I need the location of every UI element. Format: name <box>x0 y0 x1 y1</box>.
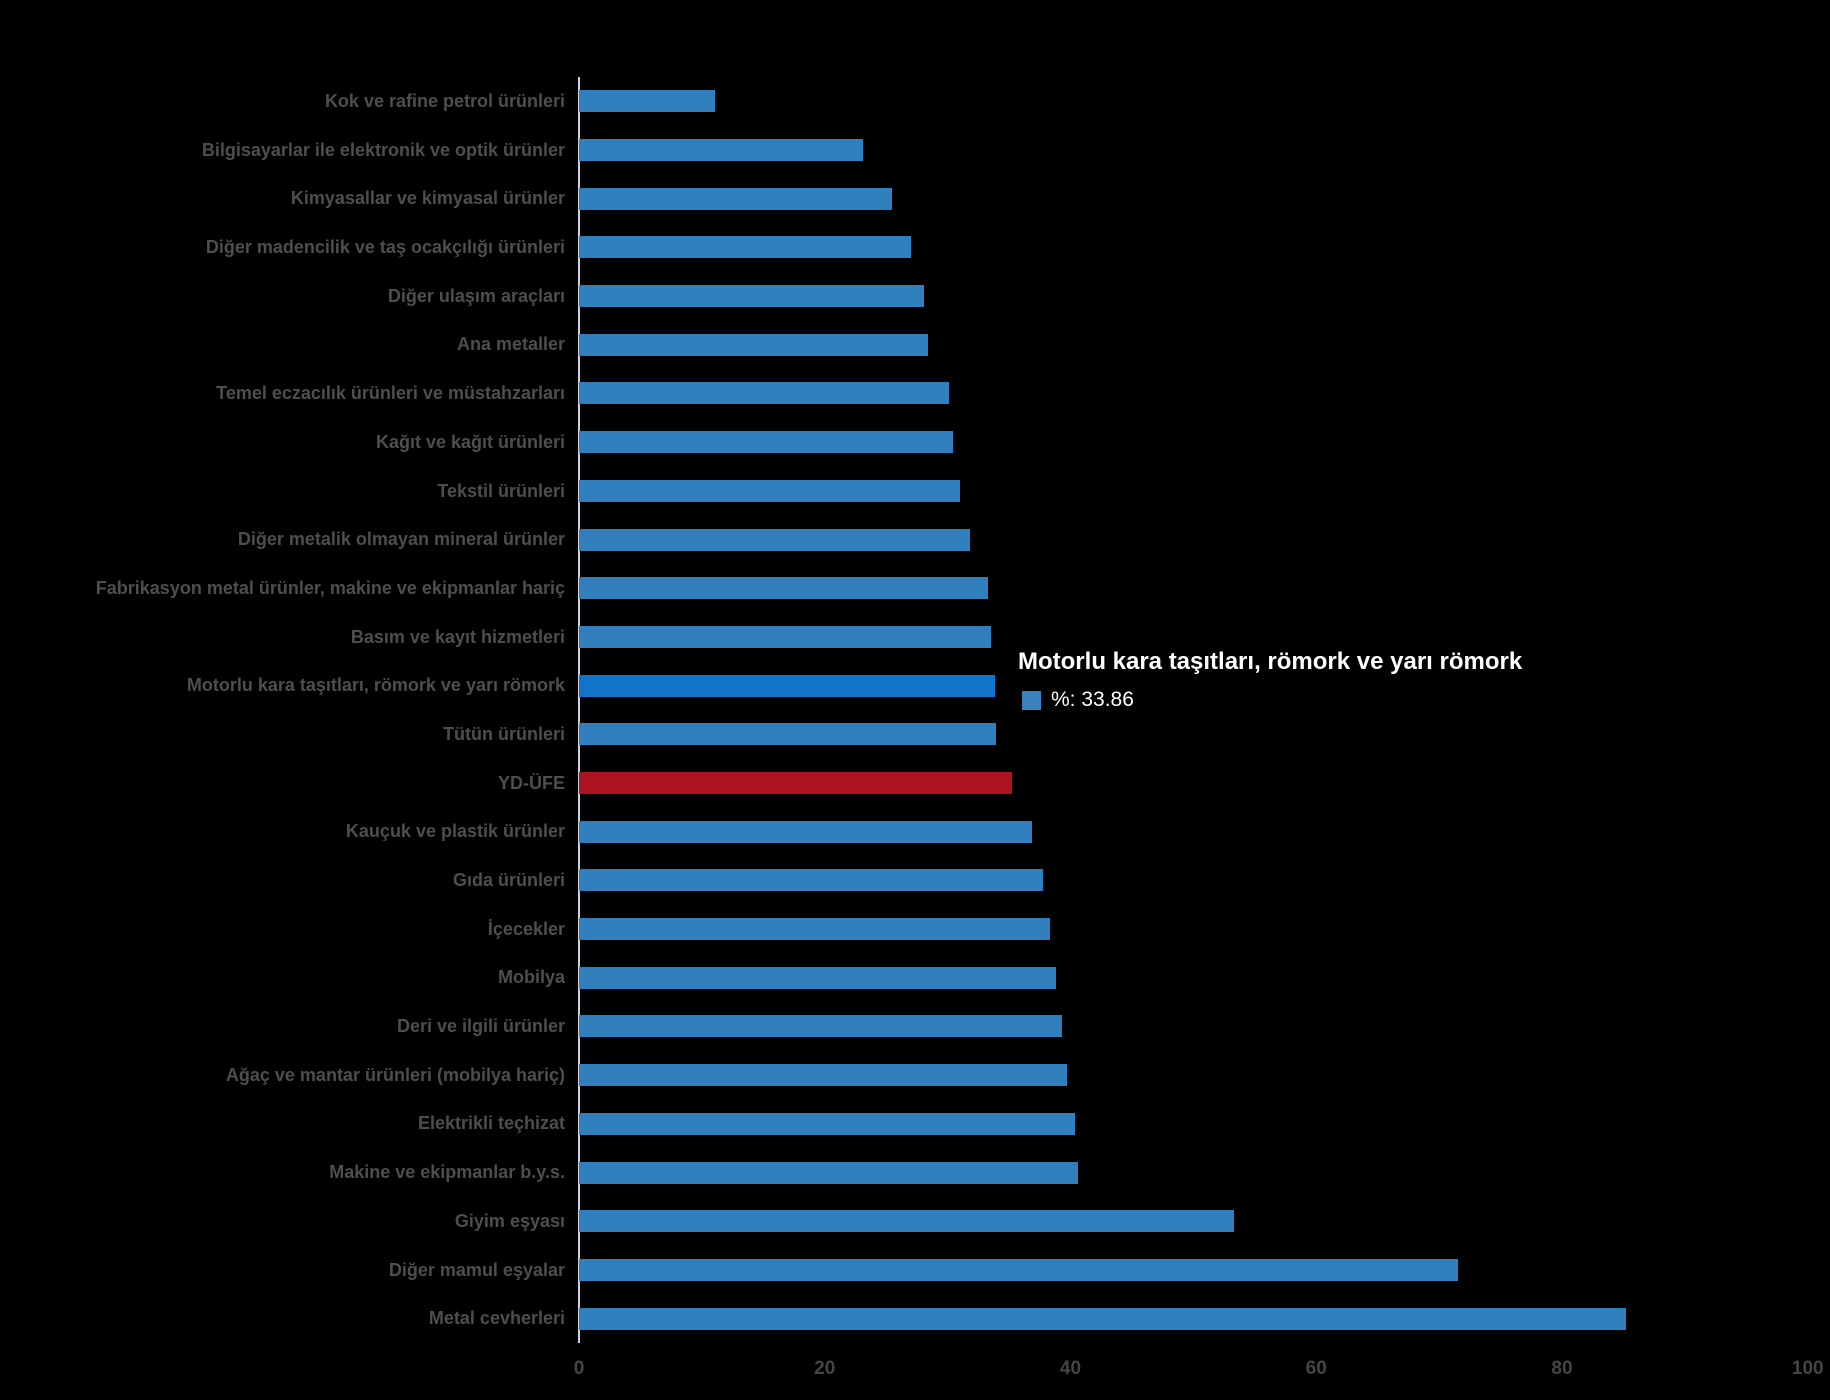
bar-highlighted[interactable] <box>579 674 996 697</box>
x-tick-label: 0 <box>573 1358 585 1379</box>
bar-segment[interactable] <box>579 1161 1078 1184</box>
bar-segment[interactable] <box>579 625 991 648</box>
x-tick-label: 20 <box>814 1358 836 1379</box>
category-label: Elektrikli teçhizat <box>417 1113 565 1134</box>
category-label: Kimyasallar ve kimyasal ürünler <box>290 188 565 209</box>
category-label: Tütün ürünleri <box>443 723 565 744</box>
tooltip-title: Motorlu kara taşıtları, römork ve yarı r… <box>1018 648 1523 675</box>
category-label: Motorlu kara taşıtları, römork ve yarı r… <box>186 675 565 696</box>
category-label: Diğer metalik olmayan mineral ürünler <box>237 529 565 550</box>
bar-segment[interactable] <box>579 1307 1626 1330</box>
category-label: Mobilya <box>497 967 565 988</box>
bar-segment[interactable] <box>579 1015 1062 1038</box>
bar-segment[interactable] <box>579 479 960 502</box>
bar-segment[interactable] <box>579 90 716 113</box>
category-label: Makine ve ekipmanlar b.y.s. <box>329 1162 565 1183</box>
bar-segment[interactable] <box>579 1064 1067 1087</box>
bar-segment[interactable] <box>579 285 925 308</box>
bar-segment[interactable] <box>579 820 1033 843</box>
category-label: Diğer madencilik ve taş ocakçılığı ürünl… <box>205 237 565 258</box>
category-label: Giyim eşyası <box>454 1210 565 1231</box>
category-label: Ana metaller <box>456 334 565 355</box>
bar-segment[interactable] <box>579 966 1056 989</box>
category-label: YD-ÜFE <box>498 772 565 793</box>
bar-segment[interactable] <box>579 139 863 162</box>
bar-yd-ufe[interactable] <box>579 772 1012 794</box>
bar-segment[interactable] <box>579 236 911 259</box>
x-tick-label: 60 <box>1305 1358 1327 1379</box>
bar-segment[interactable] <box>579 187 893 210</box>
x-tick-label: 80 <box>1551 1358 1573 1379</box>
bar-segment[interactable] <box>579 869 1044 892</box>
x-tick-label: 100 <box>1791 1358 1824 1379</box>
category-label: Gıda ürünleri <box>452 870 565 891</box>
bar-segment[interactable] <box>579 333 928 356</box>
tooltip-series-swatch-icon <box>1022 690 1041 710</box>
category-label: İçecekler <box>487 918 565 939</box>
bar-segment[interactable] <box>579 723 996 746</box>
category-label: Deri ve ilgili ürünler <box>396 1016 565 1037</box>
tooltip: Motorlu kara taşıtları, römork ve yarı r… <box>1018 648 1522 712</box>
category-label: Kauçuk ve plastik ürünler <box>345 821 565 842</box>
category-label: Bilgisayarlar ile elektronik ve optik ür… <box>201 139 565 160</box>
category-label: Metal cevherleri <box>428 1308 565 1329</box>
bar-segment[interactable] <box>579 382 949 405</box>
y-axis-line <box>578 77 580 1343</box>
category-label: Diğer mamul eşyalar <box>388 1259 565 1280</box>
bar-segment[interactable] <box>579 1210 1234 1233</box>
category-label: Temel eczacılık ürünleri ve müstahzarlar… <box>216 383 565 404</box>
bar-segment[interactable] <box>579 1112 1076 1135</box>
category-label: Basım ve kayıt hizmetleri <box>350 626 565 647</box>
tooltip-value-row: %: 33.86 <box>1022 688 1522 712</box>
category-label: Diğer ulaşım araçları <box>387 285 565 306</box>
category-label: Fabrikasyon metal ürünler, makine ve eki… <box>95 577 565 598</box>
bar-segment[interactable] <box>579 431 953 454</box>
category-label: Tekstil ürünleri <box>437 480 565 501</box>
x-tick-label: 40 <box>1059 1358 1082 1379</box>
tooltip-value: %: 33.86 <box>1051 688 1134 711</box>
bar-segment[interactable] <box>579 1258 1458 1281</box>
bar-segment[interactable] <box>579 577 989 600</box>
category-label: Ağaç ve mantar ürünleri (mobilya hariç) <box>225 1064 565 1085</box>
category-label: Kok ve rafine petrol ürünleri <box>324 91 565 111</box>
category-label: Kağıt ve kağıt ürünleri <box>375 431 565 452</box>
bar-segment[interactable] <box>579 528 970 551</box>
bar-segment[interactable] <box>579 918 1050 941</box>
